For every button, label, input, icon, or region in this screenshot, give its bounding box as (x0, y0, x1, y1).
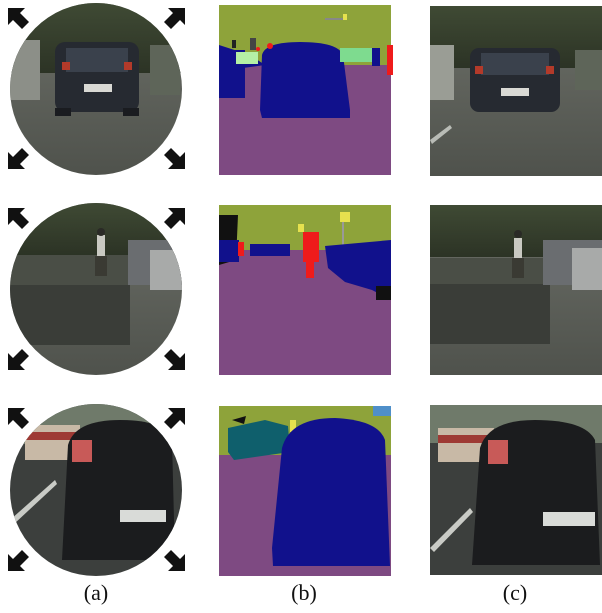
outward-arrow-icon (8, 208, 29, 229)
outward-arrow-icon (8, 550, 29, 571)
outward-arrow-icon (8, 8, 29, 29)
row1-segmentation-map (219, 5, 393, 175)
outward-arrow-icon (164, 550, 185, 571)
row2-fisheye-photo (10, 203, 182, 375)
outward-arrow-icon (164, 408, 185, 429)
outward-arrow-icon (164, 349, 185, 370)
caption-b: (b) (291, 580, 317, 605)
row1-original-photo (430, 6, 602, 176)
row3-segmentation-map (219, 406, 391, 576)
outward-arrow-icon (8, 408, 29, 429)
row2-original-photo (430, 205, 602, 375)
row3-original-photo (430, 405, 602, 575)
outward-arrow-icon (164, 148, 185, 169)
outward-arrow-icon (164, 8, 185, 29)
outward-arrow-icon (164, 208, 185, 229)
caption-c: (c) (502, 580, 528, 605)
caption-a: (a) (83, 580, 109, 605)
row3-fisheye-photo (10, 404, 182, 576)
row2-segmentation-map (219, 205, 391, 375)
outward-arrow-icon (8, 349, 29, 370)
row1-fisheye-photo (10, 3, 182, 175)
outward-arrow-icon (8, 148, 29, 169)
